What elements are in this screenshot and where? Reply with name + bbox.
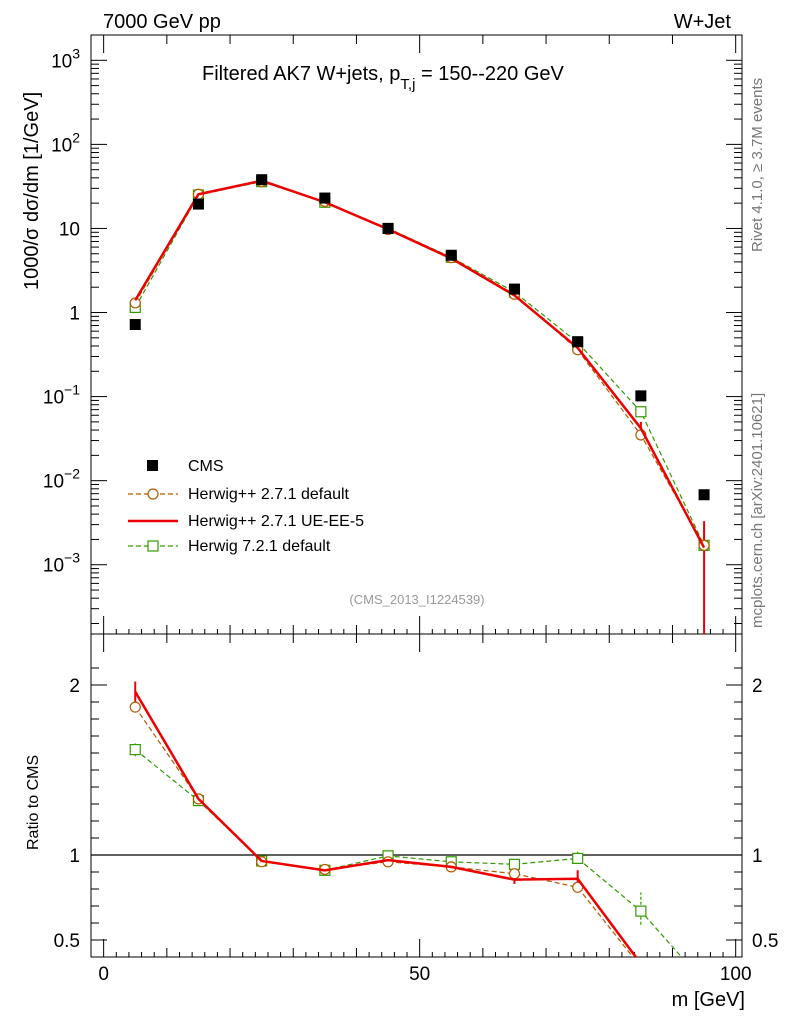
legend-label-herwig7: Herwig 7.2.1 default <box>188 538 331 555</box>
x-axis-label: m [GeV] <box>672 989 745 1011</box>
ratio-y-axis-label: Ratio to CMS <box>25 755 42 850</box>
ratio-y-tick-label: 2 <box>69 676 80 697</box>
cms-data-point <box>319 192 331 204</box>
x-tick-label-100: 100 <box>720 964 752 985</box>
cms-data-point <box>256 174 268 186</box>
main-series-group <box>129 174 710 634</box>
cms-data-point <box>635 390 647 402</box>
main-y-tick-label-1: 10−2 <box>43 466 80 493</box>
x-tick-label-0: 0 <box>98 964 109 985</box>
x-tick-label-50: 50 <box>409 964 430 985</box>
cms-data-point <box>445 249 457 261</box>
main-y-tick-label-2: 10−1 <box>43 382 80 409</box>
ratio-y-tick-label: 1 <box>69 846 80 867</box>
legend-label-herwigpp-ue: Herwig++ 2.7.1 UE-EE-5 <box>188 513 364 530</box>
legend-label-herwigpp-default: Herwig++ 2.7.1 default <box>188 486 350 503</box>
main-line-herwigpp_ue <box>134 179 706 549</box>
main-y-tick-label-3: 1 <box>69 304 80 325</box>
main-y-tick-label-0: 10−3 <box>43 550 80 577</box>
cms-data-point <box>129 319 141 331</box>
main-y-tick-label-4: 10 <box>59 219 80 240</box>
legend-marker-cms <box>147 460 158 471</box>
cms-data-point <box>382 222 394 234</box>
plot-title: Filtered AK7 W+jets, pT,j = 150--220 GeV <box>202 63 565 93</box>
ratio-y-tick-label-right: 0.5 <box>752 931 778 952</box>
cms-data-point <box>192 198 204 210</box>
ratio-y-tick-label: 0.5 <box>54 931 80 952</box>
main-y-tick-label-6: 103 <box>51 45 80 72</box>
legend-marker-herwig7 <box>147 540 159 552</box>
main-point-herwig7 <box>635 406 647 418</box>
main-y-axis-ticks: 10−3 10−2 10−1 1 10 102 103 <box>43 34 742 624</box>
ratio-point-herwigpp_default <box>129 701 141 713</box>
ratio-y-tick-label-right: 1 <box>752 846 763 867</box>
legend: CMS Herwig++ 2.7.1 default Herwig++ 2.7.… <box>128 458 364 555</box>
legend-marker-herwigpp-default <box>147 488 159 500</box>
analysis-watermark: (CMS_2013_I1224539) <box>349 592 484 607</box>
ratio-line-herwigpp_ue <box>134 691 638 957</box>
mcplots-text: mcplots.cern.ch [arXiv:2401.10621] <box>749 393 766 628</box>
cms-data-point <box>508 283 520 295</box>
ratio-point-herwigpp_default <box>508 868 521 880</box>
cms-data-point <box>572 336 584 348</box>
ratio-panel-frame <box>90 633 743 958</box>
energy-label: 7000 GeV pp <box>103 11 221 33</box>
main-y-tick-label-5: 102 <box>51 129 80 156</box>
ratio-point-herwig7 <box>635 905 647 917</box>
process-label: W+Jet <box>674 11 732 33</box>
ratio-point-herwig7 <box>508 858 521 870</box>
ratio-axis-ticks: 0 50 1000.5 0.51 12 2 <box>54 35 778 985</box>
ratio-series-group <box>129 681 683 957</box>
rivet-version-text: Rivet 4.1.0, ≥ 3.7M events <box>749 78 766 252</box>
ratio-y-tick-label-right: 2 <box>752 676 763 697</box>
ratio-point-herwig7 <box>572 852 584 865</box>
legend-label-cms: CMS <box>188 458 224 475</box>
ratio-point-herwig7 <box>129 743 141 756</box>
main-y-axis-label: 1000/σ dσ/dm [1/GeV] <box>21 92 43 290</box>
cms-data-point <box>698 489 710 501</box>
